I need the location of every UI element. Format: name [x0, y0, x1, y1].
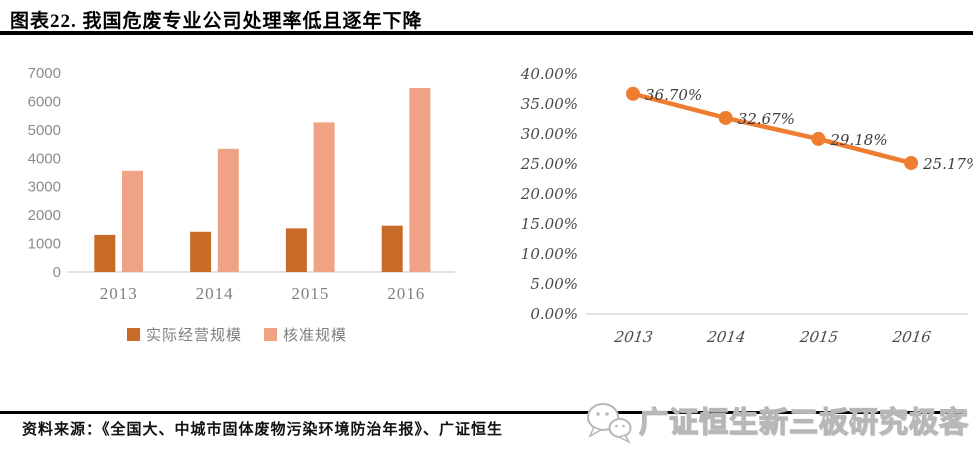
footer-divider [0, 411, 966, 414]
data-point-2014 [718, 110, 733, 125]
data-label-2013: 36.70% [645, 86, 702, 104]
line-y-tick-label: 25.00% [520, 155, 578, 173]
bar-y-tick-label: 2000 [28, 207, 61, 224]
bar-actual-2015 [285, 228, 307, 272]
line-x-category-label: 2015 [798, 328, 840, 346]
legend-label-approved: 核准规模 [283, 327, 347, 344]
legend-label-actual: 实际经营规模 [146, 327, 242, 344]
bar-actual-2016 [381, 225, 403, 272]
data-point-2016 [904, 155, 919, 170]
trend-line [630, 91, 914, 166]
bar-y-tick-label: 4000 [28, 150, 61, 167]
line-y-tick-label: 35.00% [521, 95, 578, 113]
brand-text: 广证恒生新三板研究极客 [638, 406, 969, 439]
bar-approved-2013 [122, 170, 143, 272]
bar-x-category-label: 2014 [196, 284, 234, 303]
bar-y-tick-label: 3000 [28, 179, 61, 196]
line-y-tick-label: 15.00% [521, 215, 578, 233]
data-point-2013 [626, 86, 640, 101]
figure-title: 图表22. 我国危废专业公司处理率低且逐年下降 [10, 11, 423, 32]
data-label-2016: 25.17% [922, 155, 973, 173]
line-x-category-label: 2016 [890, 328, 932, 346]
bar-approved-2016 [409, 88, 431, 272]
bar-y-tick-label: 7000 [28, 65, 61, 82]
bar-y-tick-label: 1000 [28, 236, 61, 253]
line-chart: 0.00% 5.00% 10.00% 15.00% 20.00% 25.00% 30.00%… [520, 65, 973, 346]
bar-approved-2015 [313, 122, 335, 272]
bar-actual-2014 [190, 231, 212, 272]
line-x-category-label: 2013 [612, 328, 654, 346]
bar-approved-2014 [217, 148, 239, 272]
legend-swatch-approved [264, 328, 277, 341]
bar-chart: 0 1000 2000 3000 4000 5000 6000 7000 2013 2014 201… [28, 65, 455, 344]
data-label-2015: 29.18% [829, 131, 887, 149]
line-x-category-label: 2014 [705, 328, 747, 346]
source-note: 资料来源：《全国大、中城市固体废物污染环境防治年报》、广证恒生 [22, 422, 504, 438]
bar-x-category-label: 2013 [100, 284, 138, 303]
data-label-2014: 32.67% [738, 110, 795, 128]
brand-watermark: 广证恒生新三板研究极客 [584, 400, 969, 446]
bar-x-category-label: 2015 [291, 284, 329, 303]
line-y-tick-label: 0.00% [530, 305, 578, 323]
bar-y-tick-label: 0 [53, 264, 61, 281]
bar-x-category-label: 2016 [387, 284, 425, 303]
wechat-icon [586, 403, 632, 444]
title-divider [0, 31, 973, 35]
line-y-tick-label: 40.00% [520, 65, 578, 83]
legend-swatch-actual [127, 328, 140, 341]
line-y-tick-label: 10.00% [521, 245, 578, 263]
line-y-tick-label: 30.00% [521, 125, 578, 143]
data-point-2015 [811, 131, 826, 146]
line-y-tick-label: 5.00% [530, 275, 578, 293]
bar-y-tick-label: 6000 [28, 93, 61, 110]
bar-actual-2013 [94, 234, 116, 272]
bar-y-tick-label: 5000 [28, 122, 61, 139]
line-y-tick-label: 20.00% [520, 185, 578, 203]
